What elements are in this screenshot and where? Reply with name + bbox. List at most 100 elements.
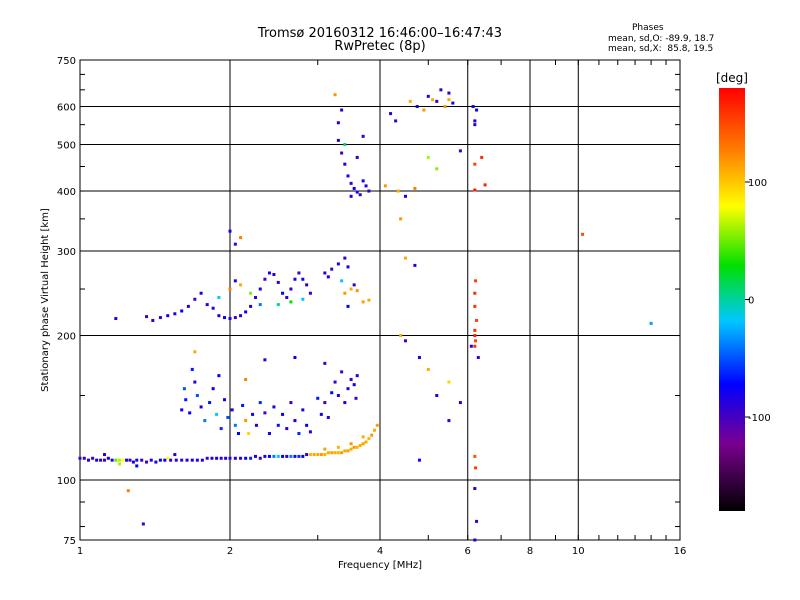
y-tick-label: 200	[57, 332, 76, 343]
data-point	[340, 108, 344, 112]
data-point	[276, 454, 280, 458]
data-point	[361, 435, 365, 439]
data-point	[330, 391, 334, 395]
data-point	[417, 355, 421, 359]
data-point	[399, 334, 403, 338]
data-point	[336, 262, 340, 266]
data-point	[117, 462, 121, 466]
data-point	[180, 458, 184, 462]
data-point	[125, 458, 129, 462]
data-point	[480, 155, 484, 159]
data-point	[272, 405, 276, 409]
data-point	[474, 279, 478, 283]
data-point	[308, 291, 312, 295]
data-point	[330, 451, 334, 455]
data-point	[417, 458, 421, 462]
data-point	[354, 396, 358, 400]
data-point	[249, 304, 253, 308]
data-point	[333, 93, 337, 97]
data-point	[343, 162, 347, 166]
data-point	[223, 316, 227, 320]
data-point	[333, 380, 337, 384]
data-point	[110, 458, 114, 462]
data-point	[355, 374, 359, 378]
data-point	[458, 401, 462, 405]
data-point	[346, 174, 350, 178]
data-point	[367, 437, 371, 441]
data-point	[471, 105, 475, 109]
data-point	[276, 303, 280, 307]
data-point	[217, 296, 221, 300]
data-point	[272, 454, 276, 458]
data-point	[476, 355, 480, 359]
data-point	[439, 88, 443, 92]
data-point	[247, 432, 251, 436]
data-point	[483, 183, 487, 187]
data-point	[370, 433, 374, 437]
data-point	[267, 432, 271, 436]
data-point	[301, 277, 305, 281]
x-axis: 1 2 4 6 8 10 16	[77, 60, 686, 557]
data-point	[289, 287, 293, 291]
data-point	[185, 458, 189, 462]
data-point	[435, 99, 439, 103]
data-point	[352, 383, 356, 387]
data-point	[239, 314, 243, 318]
data-point	[473, 538, 477, 542]
data-point	[263, 277, 267, 281]
data-point	[473, 162, 477, 166]
data-point	[352, 186, 356, 190]
data-point	[305, 423, 309, 427]
data-point	[396, 189, 400, 193]
data-point	[180, 309, 184, 313]
data-point	[106, 456, 110, 460]
data-point	[326, 451, 330, 455]
data-point	[215, 456, 219, 460]
x-tick-label: 2	[227, 546, 233, 557]
data-point	[364, 440, 368, 444]
data-point	[186, 304, 190, 308]
data-point	[473, 119, 477, 123]
data-point	[254, 423, 258, 427]
data-point	[458, 149, 462, 153]
data-point	[355, 190, 359, 194]
data-point	[267, 271, 271, 275]
data-point	[443, 105, 447, 109]
data-point	[215, 412, 219, 416]
chart-subtitle: RwPretec (8p)	[334, 39, 426, 54]
data-point	[301, 408, 305, 412]
data-point	[312, 453, 316, 457]
phase-heading: Phases	[632, 23, 664, 33]
data-point	[435, 394, 439, 398]
data-point	[199, 291, 203, 295]
data-point	[349, 447, 353, 451]
data-point	[447, 98, 451, 102]
data-point	[289, 454, 293, 458]
data-point	[205, 303, 209, 307]
data-point	[349, 442, 353, 446]
data-point	[413, 263, 417, 267]
data-point	[408, 99, 412, 103]
data-point	[343, 401, 347, 405]
data-point	[258, 287, 262, 291]
data-point	[343, 143, 347, 147]
data-point	[340, 370, 344, 374]
data-point	[349, 377, 353, 381]
data-point	[323, 271, 327, 275]
data-point	[253, 454, 257, 458]
data-point	[293, 355, 297, 359]
data-point	[224, 456, 228, 460]
data-point	[173, 312, 177, 316]
data-point	[163, 458, 167, 462]
data-point	[95, 458, 99, 462]
data-point	[319, 412, 323, 416]
data-point	[358, 444, 362, 448]
data-point	[267, 454, 271, 458]
data-point	[140, 458, 144, 462]
data-point	[352, 283, 356, 287]
data-point	[244, 310, 248, 314]
data-point	[174, 458, 178, 462]
data-point	[233, 316, 237, 320]
data-point	[349, 287, 353, 291]
chart-title: Tromsø 20160312 16:46:00–16:47:43	[257, 26, 503, 41]
